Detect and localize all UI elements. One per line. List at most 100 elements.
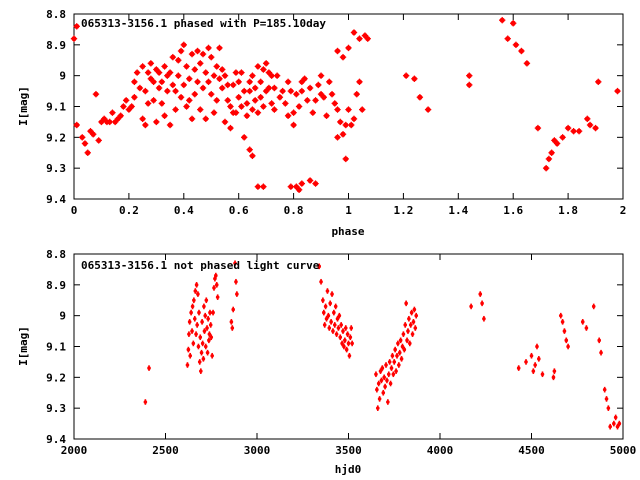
data-point (175, 57, 182, 64)
data-point (347, 352, 352, 359)
data-point (375, 386, 379, 393)
data-point (221, 118, 229, 126)
data-point (340, 340, 344, 347)
data-point (341, 328, 345, 334)
data-point (548, 149, 555, 156)
data-point (326, 78, 333, 86)
data-point (317, 263, 322, 270)
y-tick-label: 9.1 (46, 101, 66, 114)
data-point (205, 78, 212, 86)
data-point (334, 331, 339, 337)
data-point (416, 94, 424, 101)
data-point (249, 72, 256, 79)
data-point (401, 331, 406, 337)
data-point (342, 121, 349, 129)
data-point (194, 331, 198, 337)
data-point (424, 106, 432, 113)
data-point (402, 346, 407, 353)
data-point (195, 322, 199, 328)
data-point (315, 81, 322, 89)
data-point (380, 365, 385, 371)
data-point (216, 44, 223, 52)
unphased-plot-frame (73, 253, 624, 440)
data-point (328, 300, 333, 307)
data-point (411, 75, 418, 82)
data-point (359, 106, 366, 113)
data-point (265, 84, 273, 92)
x-tick-label: 2000 (61, 444, 88, 457)
data-point (177, 94, 185, 101)
data-point (238, 69, 245, 76)
data-point (332, 309, 336, 316)
data-point (202, 115, 209, 123)
data-point (338, 334, 343, 341)
data-point (187, 331, 191, 337)
data-point (309, 109, 317, 116)
unphased-ylabel: I[mag] (17, 326, 30, 366)
data-point (251, 97, 259, 104)
data-point (295, 186, 303, 193)
data-point (323, 112, 330, 119)
data-point (383, 383, 387, 390)
data-point (298, 180, 306, 187)
data-point (199, 50, 207, 58)
data-point (337, 118, 344, 126)
data-point (301, 75, 308, 82)
data-point (407, 315, 411, 322)
data-point (382, 374, 386, 381)
data-point (207, 331, 212, 337)
data-point (566, 343, 570, 350)
data-point (198, 334, 203, 341)
data-point (518, 47, 525, 55)
data-point (150, 78, 157, 86)
data-point (158, 100, 166, 107)
phased-xlabel: phase (331, 225, 364, 238)
data-point (325, 288, 330, 294)
data-point (191, 66, 198, 73)
data-point (312, 97, 319, 104)
data-point (257, 78, 264, 86)
data-point (213, 63, 220, 70)
data-point (191, 90, 198, 98)
data-point (84, 149, 91, 156)
data-point (70, 35, 78, 42)
data-point (403, 322, 408, 328)
data-point (120, 103, 127, 110)
data-point (205, 325, 209, 331)
data-point (405, 337, 409, 344)
data-point (142, 87, 149, 95)
data-point (295, 103, 303, 110)
data-point (219, 84, 226, 92)
data-point (552, 368, 557, 374)
data-point (322, 322, 327, 328)
data-point (229, 319, 234, 325)
data-point (257, 94, 264, 101)
data-point (161, 112, 168, 119)
data-point (208, 90, 215, 98)
data-point (400, 343, 405, 350)
data-point (524, 359, 528, 365)
data-point (559, 134, 566, 141)
data-point (346, 340, 351, 347)
data-point (210, 109, 218, 116)
data-point (374, 371, 378, 378)
data-point (394, 368, 398, 374)
data-point (254, 183, 262, 190)
data-point (409, 309, 414, 316)
data-point (385, 377, 389, 384)
data-point (158, 78, 166, 86)
data-point (92, 90, 100, 98)
data-point (202, 303, 206, 310)
data-point (243, 112, 251, 119)
data-point (233, 260, 237, 267)
data-point (333, 303, 338, 310)
data-point (155, 69, 163, 76)
data-point (329, 319, 333, 325)
data-point (290, 121, 297, 129)
data-point (203, 343, 208, 350)
data-point (348, 334, 353, 341)
data-point (190, 303, 195, 310)
x-tick-label: 1.4 (448, 204, 468, 217)
data-point (192, 297, 196, 304)
data-point (131, 94, 138, 101)
